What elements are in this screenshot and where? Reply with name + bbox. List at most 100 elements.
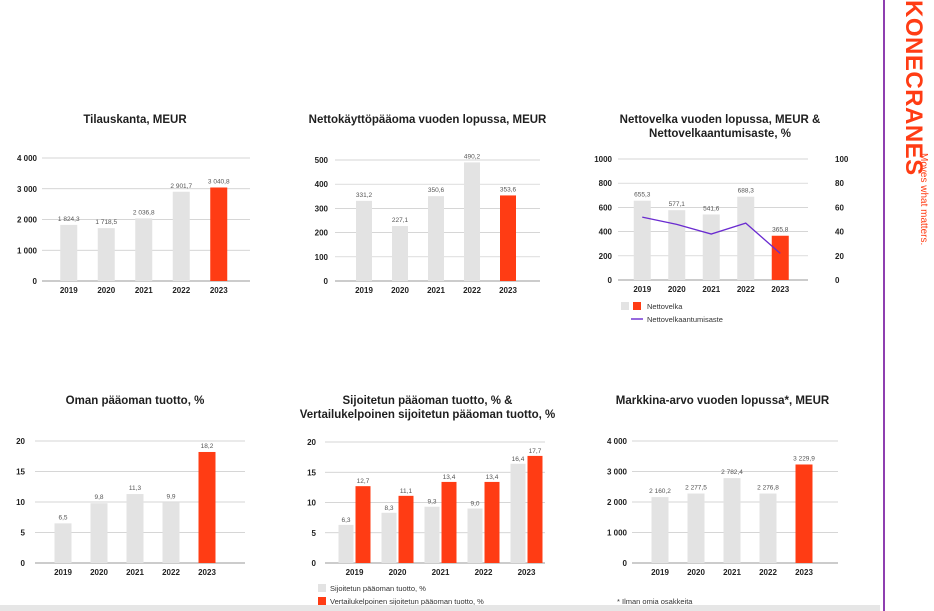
bar-2020 bbox=[687, 493, 705, 563]
bar-value-label: 6,5 bbox=[58, 514, 67, 521]
footnote: * Ilman omia osakkeita bbox=[617, 597, 693, 606]
x-tick-label: 2021 bbox=[432, 568, 450, 577]
x-tick-label: 2019 bbox=[60, 286, 78, 295]
y-tick-label: 400 bbox=[599, 228, 613, 237]
bar-2019 bbox=[633, 200, 651, 280]
x-tick-label: 2022 bbox=[463, 286, 481, 295]
bar-value-label: 1 824,3 bbox=[58, 216, 80, 223]
x-tick-label: 2019 bbox=[54, 568, 72, 577]
x-tick-label: 2019 bbox=[355, 286, 373, 295]
x-tick-label: 2023 bbox=[198, 568, 216, 577]
legend-swatch-red bbox=[318, 597, 326, 605]
line-nettovelkaantumisaste bbox=[642, 216, 781, 254]
y2-tick-label: 0 bbox=[835, 276, 840, 285]
y-tick-label: 5 bbox=[21, 529, 26, 538]
bar-value-label: 17,7 bbox=[529, 448, 542, 455]
legend-swatch-gray bbox=[318, 584, 326, 592]
x-tick-label: 2023 bbox=[210, 286, 228, 295]
x-tick-label: 2021 bbox=[126, 568, 144, 577]
bar-value-label: 688,3 bbox=[738, 188, 755, 195]
chart-title-tilauskanta: Tilauskanta, MEUR bbox=[83, 114, 187, 126]
legend-label-sijoitetun: Sijoitetun pääoman tuotto, % bbox=[330, 584, 426, 593]
chart-title-oman-paaoman-tuotto: Oman pääoman tuotto, % bbox=[65, 395, 205, 407]
y-tick-label: 0 bbox=[312, 559, 317, 568]
legend-swatch-red bbox=[633, 302, 641, 310]
x-tick-label: 2019 bbox=[651, 568, 669, 577]
y-tick-label: 3 000 bbox=[607, 468, 628, 477]
chart-2: 0 100 200 300 400 500 2019 331,2 2020 227,1 2021 35… bbox=[315, 153, 540, 295]
y-tick-label: 800 bbox=[599, 179, 613, 188]
bar-value-label: 2 782,4 bbox=[721, 469, 743, 476]
y-tick-label: 20 bbox=[16, 437, 25, 446]
x-tick-label: 2021 bbox=[427, 286, 445, 295]
chart-title-nettokayttopaaoma: Nettokäyttöpääoma vuoden lopussa, MEUR bbox=[308, 114, 547, 126]
bar-2021 bbox=[126, 494, 144, 563]
y-tick-label: 5 bbox=[312, 529, 317, 538]
y2-tick-label: 40 bbox=[835, 228, 844, 237]
y2-tick-label: 80 bbox=[835, 179, 844, 188]
y-tick-label: 1 000 bbox=[607, 529, 628, 538]
x-tick-label: 2022 bbox=[759, 568, 777, 577]
bar-value-label: 9,8 bbox=[94, 494, 103, 501]
bar-sijoitetun-2022 bbox=[467, 508, 483, 563]
bar-value-label: 13,4 bbox=[486, 474, 499, 481]
y-tick-label: 1000 bbox=[594, 155, 612, 164]
x-tick-label: 2023 bbox=[771, 285, 789, 294]
bar-value-label: 9,0 bbox=[470, 501, 479, 508]
bar-value-label: 1 718,5 bbox=[95, 219, 117, 226]
y-tick-label: 10 bbox=[16, 498, 25, 507]
legend-label-nettovelka: Nettovelka bbox=[647, 302, 683, 311]
bar-sijoitetun-2023 bbox=[510, 463, 526, 563]
bar-value-label: 9,3 bbox=[427, 499, 436, 506]
chart-title-sijoitetun-paaoman-tuotto: Sijoitetun pääoman tuotto, % & Vertailuk… bbox=[299, 395, 556, 421]
bar-sijoitetun-2021 bbox=[424, 506, 440, 563]
x-tick-label: 2023 bbox=[795, 568, 813, 577]
x-tick-label: 2020 bbox=[668, 285, 686, 294]
x-tick-label: 2022 bbox=[737, 285, 755, 294]
x-tick-label: 2023 bbox=[499, 286, 517, 295]
bar-vertailukelpoinen-2023 bbox=[527, 455, 543, 563]
y-tick-label: 0 bbox=[324, 277, 329, 286]
y-tick-label: 4 000 bbox=[17, 154, 38, 163]
x-tick-label: 2021 bbox=[135, 286, 153, 295]
bar-vertailukelpoinen-2022 bbox=[484, 481, 500, 563]
bar-2019 bbox=[54, 523, 72, 563]
bar-value-label: 350,6 bbox=[428, 187, 445, 194]
legend-label-vertailukelpoinen: Vertailukelpoinen sijoitetun pääoman tuo… bbox=[330, 597, 484, 606]
konecranes-logo: KONECRANES bbox=[900, 0, 927, 176]
x-tick-label: 2022 bbox=[172, 286, 190, 295]
bar-value-label: 18,2 bbox=[201, 443, 214, 450]
x-tick-label: 2019 bbox=[346, 568, 364, 577]
bar-2022 bbox=[759, 493, 777, 563]
y-tick-label: 100 bbox=[315, 253, 329, 262]
chart-1: 0 1 000 2 000 3 000 4 000 2019 1 824,3 2020 1 71… bbox=[17, 154, 250, 295]
chart-title-markkina-arvo: Markkina-arvo vuoden lopussa*, MEUR bbox=[615, 395, 830, 407]
y-tick-label: 4 000 bbox=[607, 437, 628, 446]
bar-value-label: 353,6 bbox=[500, 186, 517, 193]
bar-value-label: 227,1 bbox=[392, 217, 409, 224]
y-tick-label: 200 bbox=[599, 252, 613, 261]
bar-value-label: 8,3 bbox=[384, 505, 393, 512]
y2-tick-label: 100 bbox=[835, 155, 849, 164]
y-tick-label: 2 000 bbox=[17, 216, 38, 225]
y-tick-label: 0 bbox=[21, 559, 26, 568]
bar-2022 bbox=[172, 191, 190, 281]
bar-value-label: 490,2 bbox=[464, 153, 481, 160]
y-tick-label: 3 000 bbox=[17, 185, 38, 194]
bar-2021 bbox=[723, 478, 741, 563]
bar-2019 bbox=[651, 497, 669, 563]
bar-2020 bbox=[97, 228, 115, 281]
bar-value-label: 16,4 bbox=[512, 456, 525, 463]
legend-swatch-gray bbox=[621, 302, 629, 310]
x-tick-label: 2020 bbox=[97, 286, 115, 295]
bar-2020 bbox=[90, 503, 108, 563]
bar-2022 bbox=[162, 502, 180, 563]
chart-6: 0 1 000 2 000 3 000 4 000 2019 2 160,2 2020 2 27… bbox=[607, 437, 838, 606]
bar-2020 bbox=[392, 226, 408, 281]
bar-2023 bbox=[210, 187, 228, 281]
bar-value-label: 3 040,8 bbox=[208, 178, 230, 185]
bar-value-label: 331,2 bbox=[356, 192, 373, 199]
bar-sijoitetun-2019 bbox=[338, 524, 354, 563]
bar-vertailukelpoinen-2019 bbox=[355, 486, 371, 563]
